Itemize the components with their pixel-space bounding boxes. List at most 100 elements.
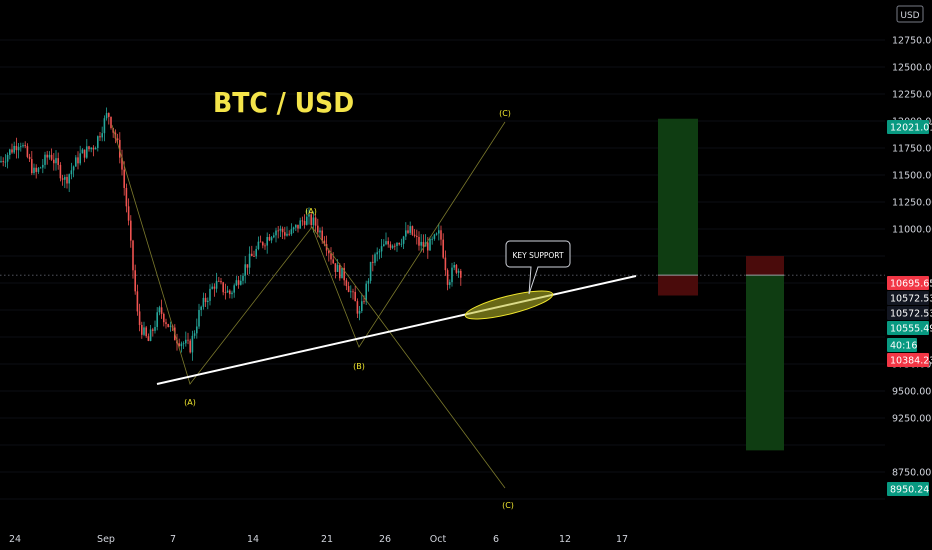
candle [422,234,425,253]
x-tick-label: 24 [9,534,21,545]
x-tick-label: Sep [97,534,115,545]
candle [400,238,403,248]
y-tick-label: 12250.00 [892,90,932,101]
drawings[interactable]: (A) (A) (B) (C) (C) [111,109,637,510]
time-axis[interactable]: 24 Sep 7 14 21 26 Oct 6 12 17 [9,534,628,545]
candle [169,321,172,332]
candle [255,245,257,259]
candle [33,163,35,176]
candle [13,141,15,155]
candle [211,283,213,290]
candle [127,198,130,226]
candle [147,333,150,342]
candle [81,148,84,154]
candle [277,226,279,239]
candle [202,292,205,310]
short-stop-box[interactable] [746,256,784,276]
candle [372,254,374,272]
elliott-wave-up[interactable] [111,121,506,385]
candle [323,236,326,247]
y-tick-label: 9250.00 [892,414,931,425]
candle [334,263,337,279]
y-tick-label: 8750.00 [892,468,931,479]
elliott-wave-down[interactable] [311,226,506,489]
candle [308,207,310,225]
candle [218,277,220,282]
candle [99,132,101,141]
candle [460,268,462,286]
candle [0,156,2,164]
candle [215,272,218,293]
key-support-callout[interactable]: KEY SUPPORT [505,240,571,295]
candle [224,283,227,300]
candle [66,173,68,189]
candle [345,278,348,291]
short-target-box[interactable] [746,275,784,451]
price-label: 12021.01 [887,120,932,134]
candle [314,214,317,233]
candle [119,132,121,164]
y-tick-label: 9500.00 [892,387,931,398]
support-ellipse[interactable] [463,285,555,324]
candle [251,245,253,257]
support-trendline[interactable] [156,275,637,385]
candle [288,230,290,237]
candle [9,148,11,160]
price-label: 10555.49 [887,321,932,335]
candle [191,330,194,361]
candle [442,233,444,259]
candle [352,288,354,300]
candle [28,153,31,163]
candle [413,229,416,238]
candle [42,159,44,174]
y-tick-label: 11750.00 [892,144,932,155]
candle [198,303,200,329]
x-tick-label: 6 [493,534,499,545]
candle [229,289,231,299]
candle [132,239,134,279]
candle [407,224,409,235]
currency-badge[interactable]: USD [896,5,924,23]
price-label: 10572.53 [887,306,932,320]
candle [275,227,277,243]
candle [248,246,251,275]
candle [72,165,75,178]
position-boxes[interactable] [658,118,784,451]
candle [204,293,207,307]
price-axis[interactable]: 12750.0012500.0012250.0012000.0011750.00… [892,36,932,479]
x-tick-label: 26 [379,534,391,545]
candle [394,243,396,251]
price-label: 10572.53 [887,291,932,305]
candle [70,162,73,180]
candle [108,112,110,125]
candle [167,323,169,328]
y-tick-label: 12750.00 [892,36,932,47]
candle [295,224,297,231]
candle [209,284,211,306]
candle [281,226,284,239]
candle [396,242,398,252]
candle [435,232,438,236]
candle [226,285,229,293]
candle [160,299,163,319]
long-stop-box[interactable] [658,275,698,296]
long-target-box[interactable] [658,118,698,276]
candle [103,115,106,142]
candle [268,233,271,242]
candle [59,162,62,182]
candle [143,321,145,337]
candle [189,338,191,354]
candle [440,225,442,246]
candle [15,137,18,159]
candle [262,241,264,249]
candle [240,275,242,286]
candle [389,241,392,250]
candle [292,226,295,234]
svg-text:8950.24: 8950.24 [890,485,929,496]
candle [4,154,7,167]
candle [154,320,156,334]
candle [193,330,196,339]
candle [350,285,352,298]
candle [2,157,4,167]
